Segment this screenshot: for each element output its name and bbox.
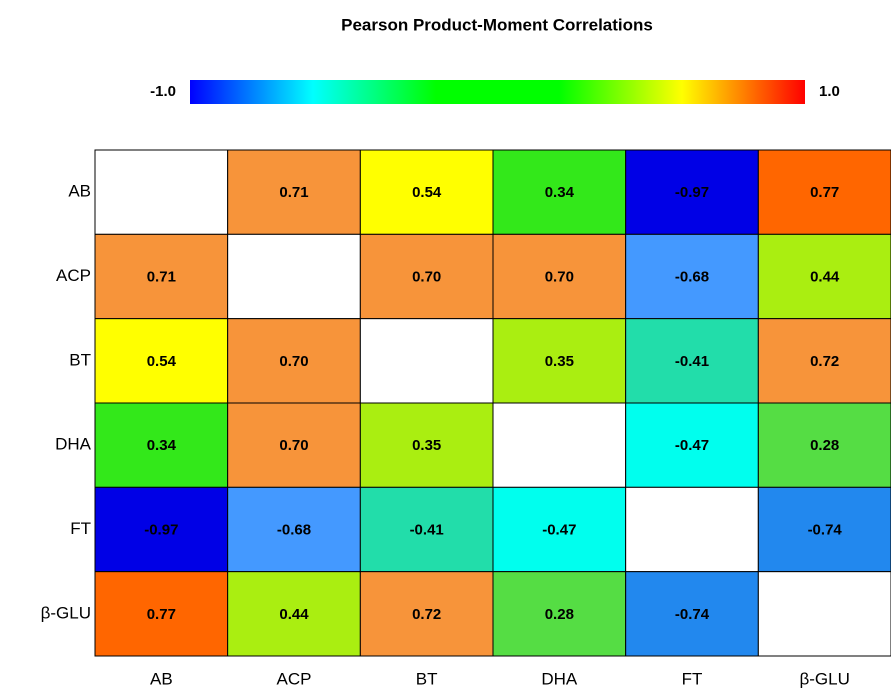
cell-label: -0.97 xyxy=(675,184,709,201)
cell-label: -0.47 xyxy=(675,437,709,454)
cell-label: 0.70 xyxy=(279,353,308,370)
cell-label: 0.71 xyxy=(279,184,308,201)
colorbar xyxy=(190,80,805,104)
cell-label: 0.71 xyxy=(147,268,176,285)
cell xyxy=(359,571,494,657)
cell-label: 0.77 xyxy=(810,184,839,201)
cell-label: -0.68 xyxy=(277,521,311,538)
cell xyxy=(757,149,891,235)
cell-label: 0.34 xyxy=(545,184,575,201)
cell xyxy=(757,402,891,488)
cell xyxy=(625,402,759,488)
cell-label: 0.54 xyxy=(412,184,442,201)
cell-label: 0.70 xyxy=(545,268,574,285)
y-tick-label: β-GLU xyxy=(41,603,91,622)
cell-label: 0.70 xyxy=(279,437,308,454)
colorbar-label: -1.0 xyxy=(150,83,176,100)
cell-label: 0.44 xyxy=(810,268,840,285)
cell xyxy=(359,486,494,573)
cell-label: 0.72 xyxy=(810,353,839,370)
cell xyxy=(227,149,361,235)
cell xyxy=(94,233,229,320)
cell-label: -0.47 xyxy=(542,521,576,538)
cell xyxy=(757,486,891,573)
x-tick-label: β-GLU xyxy=(799,669,849,688)
empty-cell xyxy=(227,233,361,320)
x-tick-label: DHA xyxy=(541,669,578,688)
cell-label: 0.35 xyxy=(545,353,574,370)
cell-label: -0.74 xyxy=(675,606,710,623)
cell xyxy=(625,149,759,235)
cell xyxy=(492,149,627,235)
cell-label: -0.41 xyxy=(675,353,709,370)
x-tick-label: ACP xyxy=(277,669,312,688)
cell-label: 0.28 xyxy=(545,606,574,623)
cell-label: 0.34 xyxy=(147,437,177,454)
chart-title: Pearson Product-Moment Correlations xyxy=(341,15,653,34)
cell xyxy=(227,571,361,657)
empty-cell xyxy=(359,318,494,404)
cell-label: 0.70 xyxy=(412,268,441,285)
cell-label: 0.77 xyxy=(147,606,176,623)
cell-label: -0.74 xyxy=(808,521,843,538)
cell xyxy=(359,149,494,235)
y-tick-label: BT xyxy=(69,350,91,369)
empty-cell xyxy=(625,486,759,573)
y-tick-label: AB xyxy=(68,182,91,201)
cell xyxy=(227,402,361,488)
cell xyxy=(492,571,627,657)
cell-label: -0.97 xyxy=(144,521,178,538)
empty-cell xyxy=(757,571,891,657)
colorbar-label: 1.0 xyxy=(819,83,840,100)
cell xyxy=(492,318,627,404)
cell xyxy=(227,486,361,573)
y-tick-label: DHA xyxy=(55,435,92,454)
cell-label: 0.54 xyxy=(147,353,177,370)
empty-cell xyxy=(94,149,229,235)
cell-label: 0.35 xyxy=(412,437,441,454)
y-tick-label: FT xyxy=(70,519,91,538)
cell-label: 0.44 xyxy=(279,606,309,623)
cell xyxy=(94,402,229,488)
cell xyxy=(757,233,891,320)
empty-cell xyxy=(492,402,627,488)
x-tick-label: FT xyxy=(682,669,703,688)
cell xyxy=(625,318,759,404)
cell-label: -0.41 xyxy=(410,521,444,538)
x-tick-label: AB xyxy=(150,669,173,688)
cell xyxy=(94,486,229,573)
x-tick-label: BT xyxy=(416,669,438,688)
cell xyxy=(757,318,891,404)
cell xyxy=(492,233,627,320)
cell-label: 0.28 xyxy=(810,437,839,454)
y-tick-label: ACP xyxy=(56,266,91,285)
cell xyxy=(359,402,494,488)
cell-label: -0.68 xyxy=(675,268,709,285)
cell xyxy=(227,318,361,404)
cell-label: 0.72 xyxy=(412,606,441,623)
